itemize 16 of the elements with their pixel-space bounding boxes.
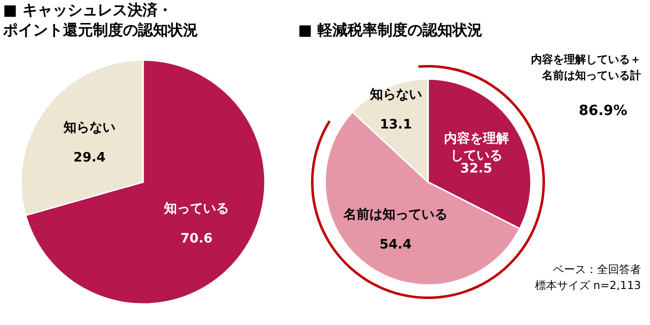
chart-title: ■ キャッシュレス決済・ポイント還元制度の認知状況 bbox=[2, 1, 198, 39]
text: ベース：全回答者 bbox=[553, 263, 641, 276]
data-label: 29.4 bbox=[73, 150, 106, 166]
chart-title: ■ 軽減税率制度の認知状況 bbox=[298, 21, 482, 39]
text: 標本サイズ n=2,113 bbox=[534, 279, 641, 292]
text: 86.9% bbox=[578, 103, 628, 119]
slice-label: 名前は知っている bbox=[342, 207, 448, 222]
slice-label: 知らない bbox=[62, 120, 116, 136]
slice-label: 知らない bbox=[368, 87, 422, 102]
slice-label: 内容を理解している bbox=[444, 130, 509, 164]
slice-label: 知っている bbox=[163, 201, 230, 216]
data-label: 70.6 bbox=[180, 231, 213, 246]
text: 内容を理解している＋名前は知っている計 bbox=[531, 53, 641, 82]
data-label: 54.4 bbox=[380, 237, 412, 252]
data-label: 32.5 bbox=[460, 161, 492, 176]
data-label: 13.1 bbox=[380, 117, 412, 132]
